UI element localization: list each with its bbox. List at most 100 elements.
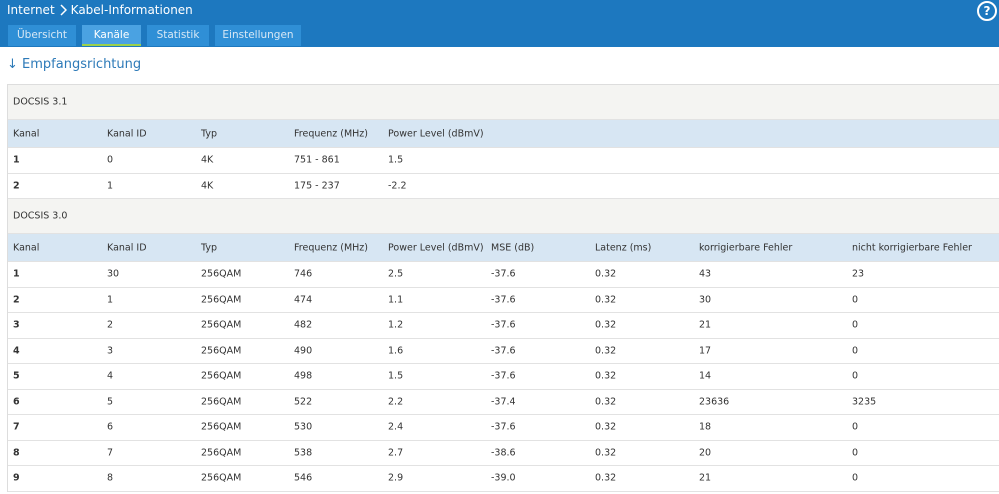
breadcrumb: Internet Kabel-Informationen [7, 3, 193, 17]
table-cell: 1 [13, 154, 20, 166]
table-cell: 1 [13, 268, 20, 280]
table-row: 3 2 256QAM 482 1.2 -37.6 0.32 21 0 [8, 313, 999, 339]
table-row: 2 1 256QAM 474 1.1 -37.6 0.32 30 0 [8, 287, 999, 313]
table-cell: 256QAM [201, 370, 242, 382]
column-header: Kanal ID [107, 242, 147, 253]
table-cell: 256QAM [201, 319, 242, 331]
table-cell: 0.32 [595, 472, 617, 484]
table-cell: 0 [852, 294, 859, 306]
table-cell: 256QAM [201, 294, 242, 306]
table-row: 4 3 256QAM 490 1.6 -37.6 0.32 17 0 [8, 338, 999, 364]
table-row: 8 7 256QAM 538 2.7 -38.6 0.32 20 0 [8, 440, 999, 466]
column-header: Power Level (dBmV) [388, 128, 484, 139]
table-cell: 23 [852, 268, 865, 280]
table-cell: 30 [107, 268, 120, 280]
table-cell: -39.0 [491, 472, 516, 484]
table-row: 1 30 256QAM 746 2.5 -37.6 0.32 43 23 [8, 262, 999, 288]
table-cell: 4K [201, 180, 214, 192]
table-cell: 538 [294, 447, 313, 459]
table-cell: 0.32 [595, 345, 617, 357]
column-header: Typ [201, 242, 217, 253]
table-cell: 8 [13, 447, 20, 459]
table-cell: 20 [699, 447, 712, 459]
table-row: 1 0 4K 751 - 861 1.5 [8, 148, 999, 174]
table-cell: 2 [107, 319, 114, 331]
column-header: MSE (dB) [491, 242, 535, 253]
table-cell: 2.2 [388, 396, 404, 408]
column-header: nicht korrigierbare Fehler [852, 242, 972, 253]
table-cell: 4 [107, 370, 114, 382]
table-cell: -2.2 [388, 180, 407, 192]
table-cell: 0.32 [595, 370, 617, 382]
table-cell: 2.7 [388, 447, 404, 459]
table-cell: 6 [107, 421, 114, 433]
tab[interactable]: Kanäle [82, 25, 141, 46]
column-header: Kanal [13, 242, 40, 253]
section-heading: ↓ Empfangsrichtung [7, 57, 142, 72]
table-cell: 530 [294, 421, 313, 433]
breadcrumb-item[interactable]: Internet [7, 3, 55, 17]
tab-bar: Übersicht Kanäle Statistik Einstellungen [8, 25, 307, 46]
table-cell: 18 [699, 421, 712, 433]
table-cell: 256QAM [201, 421, 242, 433]
table-cell: 1.5 [388, 154, 404, 166]
table-row: 2 1 4K 175 - 237 -2.2 [8, 173, 999, 199]
top-bar: Internet Kabel-Informationen ? Übersicht… [0, 0, 999, 47]
table-cell: 256QAM [201, 345, 242, 357]
table-cell: -37.6 [491, 268, 516, 280]
table-cell: 3235 [852, 396, 877, 408]
tab[interactable]: Übersicht [8, 25, 76, 46]
table-cell: 2 [13, 294, 20, 306]
column-header: korrigierbare Fehler [699, 242, 793, 253]
table-cell: -37.6 [491, 345, 516, 357]
table-cell: 21 [699, 319, 712, 331]
table-cell: 1.1 [388, 294, 404, 306]
table-cell: 0 [852, 472, 859, 484]
table-cell: 0.32 [595, 319, 617, 331]
table-cell: 43 [699, 268, 712, 280]
table-cell: 256QAM [201, 268, 242, 280]
table-cell: 0 [852, 319, 859, 331]
table-cell: 30 [699, 294, 712, 306]
table-title-row: DOCSIS 3.1 [8, 85, 999, 120]
table-cell: 751 - 861 [294, 154, 340, 166]
table-cell: 0 [852, 447, 859, 459]
table-cell: 256QAM [201, 447, 242, 459]
breadcrumb-item: Kabel-Informationen [70, 3, 193, 17]
tab[interactable]: Statistik [147, 25, 209, 46]
table-cell: -37.6 [491, 421, 516, 433]
table-cell: -38.6 [491, 447, 516, 459]
table-cell: -37.6 [491, 370, 516, 382]
tab[interactable]: Einstellungen [215, 25, 301, 46]
help-button[interactable]: ? [977, 1, 997, 21]
column-header: Latenz (ms) [595, 242, 652, 253]
table-cell: 5 [13, 370, 20, 382]
table-cell: 9 [13, 472, 20, 484]
table-cell: 7 [107, 447, 114, 459]
table-cell: 8 [107, 472, 114, 484]
table-cell: 1.2 [388, 319, 404, 331]
table-cell: 3 [107, 345, 114, 357]
table-cell: 0 [852, 345, 859, 357]
column-header: Power Level (dBmV) [388, 242, 484, 253]
channel-tables: DOCSIS 3.1 Kanal Kanal ID Typ Frequenz (MHz)… [7, 84, 999, 492]
table-cell: 3 [13, 319, 20, 331]
table-title-row: DOCSIS 3.0 [8, 199, 999, 234]
table-cell: 0.32 [595, 396, 617, 408]
table-cell: -37.6 [491, 294, 516, 306]
table-cell: 482 [294, 319, 313, 331]
table-header-row: Kanal Kanal ID Typ Frequenz (MHz) Power Leve… [8, 234, 999, 262]
table-cell: 2.5 [388, 268, 404, 280]
table-cell: 14 [699, 370, 712, 382]
table-cell: -37.4 [491, 396, 516, 408]
table-cell: -37.6 [491, 319, 516, 331]
table-cell: 474 [294, 294, 313, 306]
column-header: Kanal ID [107, 128, 147, 139]
table-title: DOCSIS 3.0 [13, 210, 68, 222]
table-cell: 0.32 [595, 294, 617, 306]
column-header: Kanal [13, 128, 40, 139]
table-cell: 21 [699, 472, 712, 484]
table-cell: 1.5 [388, 370, 404, 382]
chevron [60, 4, 67, 16]
table-header-row: Kanal Kanal ID Typ Frequenz (MHz) Power Leve… [8, 120, 999, 148]
